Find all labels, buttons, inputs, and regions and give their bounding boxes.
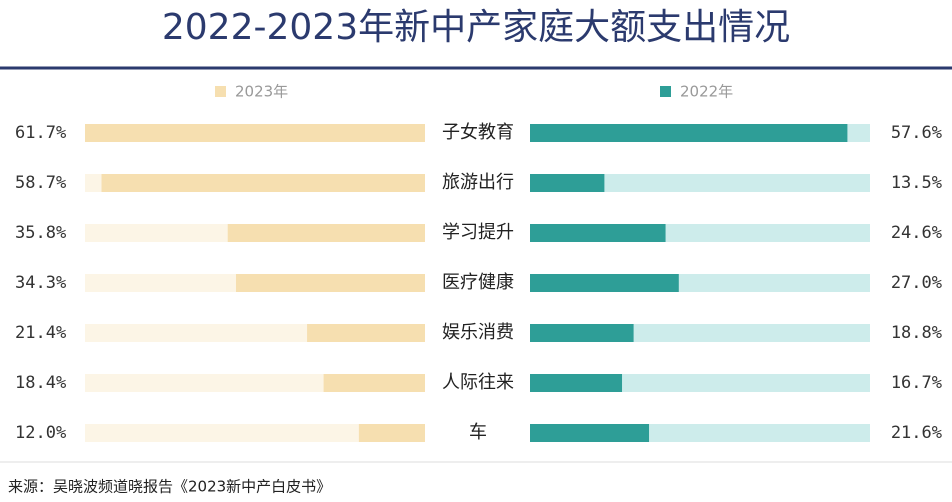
value-label: 24.6% xyxy=(891,223,942,243)
legend-label: 2023年 xyxy=(235,83,288,101)
bar xyxy=(530,124,848,142)
bar-track xyxy=(85,424,425,442)
bar xyxy=(307,324,425,342)
value-label: 13.5% xyxy=(891,173,942,193)
value-label: 27.0% xyxy=(891,273,942,293)
category-label: 医疗健康 xyxy=(442,272,514,293)
legend-swatch xyxy=(660,86,671,97)
bar-track xyxy=(530,174,870,192)
bar xyxy=(530,324,634,342)
value-label: 35.8% xyxy=(15,223,66,243)
bar xyxy=(235,274,425,292)
bar xyxy=(323,374,425,392)
bar xyxy=(227,224,425,242)
chart-title: 2022-2023年新中产家庭大额支出情况 xyxy=(162,7,790,48)
bar xyxy=(530,174,605,192)
value-label: 18.4% xyxy=(15,373,66,393)
legend-swatch xyxy=(215,86,226,97)
category-label: 旅游出行 xyxy=(442,172,514,193)
value-label: 16.7% xyxy=(891,373,942,393)
value-label: 21.4% xyxy=(15,323,66,343)
value-label: 21.6% xyxy=(891,423,942,443)
category-label: 人际往来 xyxy=(442,372,514,393)
value-label: 18.8% xyxy=(891,323,942,343)
value-label: 57.6% xyxy=(891,123,942,143)
category-label: 子女教育 xyxy=(442,122,514,143)
category-label: 学习提升 xyxy=(442,222,514,243)
bar xyxy=(358,424,425,442)
value-label: 61.7% xyxy=(15,123,66,143)
category-label: 娱乐消费 xyxy=(442,322,514,343)
bar xyxy=(530,224,666,242)
source-note: 来源：吴晓波频道晓报告《2023新中产白皮书》 xyxy=(8,478,331,496)
bar xyxy=(101,174,425,192)
value-label: 34.3% xyxy=(15,273,66,293)
category-label: 车 xyxy=(469,422,487,443)
bar xyxy=(530,424,650,442)
bar xyxy=(85,124,425,142)
value-label: 12.0% xyxy=(15,423,66,443)
legend-label: 2022年 xyxy=(680,83,733,101)
value-label: 58.7% xyxy=(15,173,66,193)
bar xyxy=(530,374,623,392)
bar xyxy=(530,274,679,292)
